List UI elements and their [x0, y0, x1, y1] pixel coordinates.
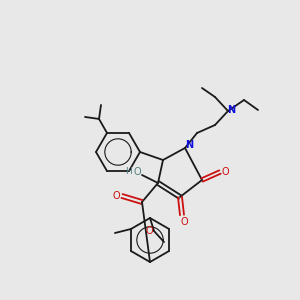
- Text: O: O: [221, 167, 229, 177]
- Text: O: O: [180, 217, 188, 227]
- Text: O: O: [112, 191, 120, 201]
- Text: N: N: [227, 105, 235, 115]
- Text: O: O: [145, 226, 153, 236]
- Text: H: H: [126, 167, 132, 176]
- Text: O: O: [133, 167, 141, 177]
- Text: N: N: [185, 140, 193, 150]
